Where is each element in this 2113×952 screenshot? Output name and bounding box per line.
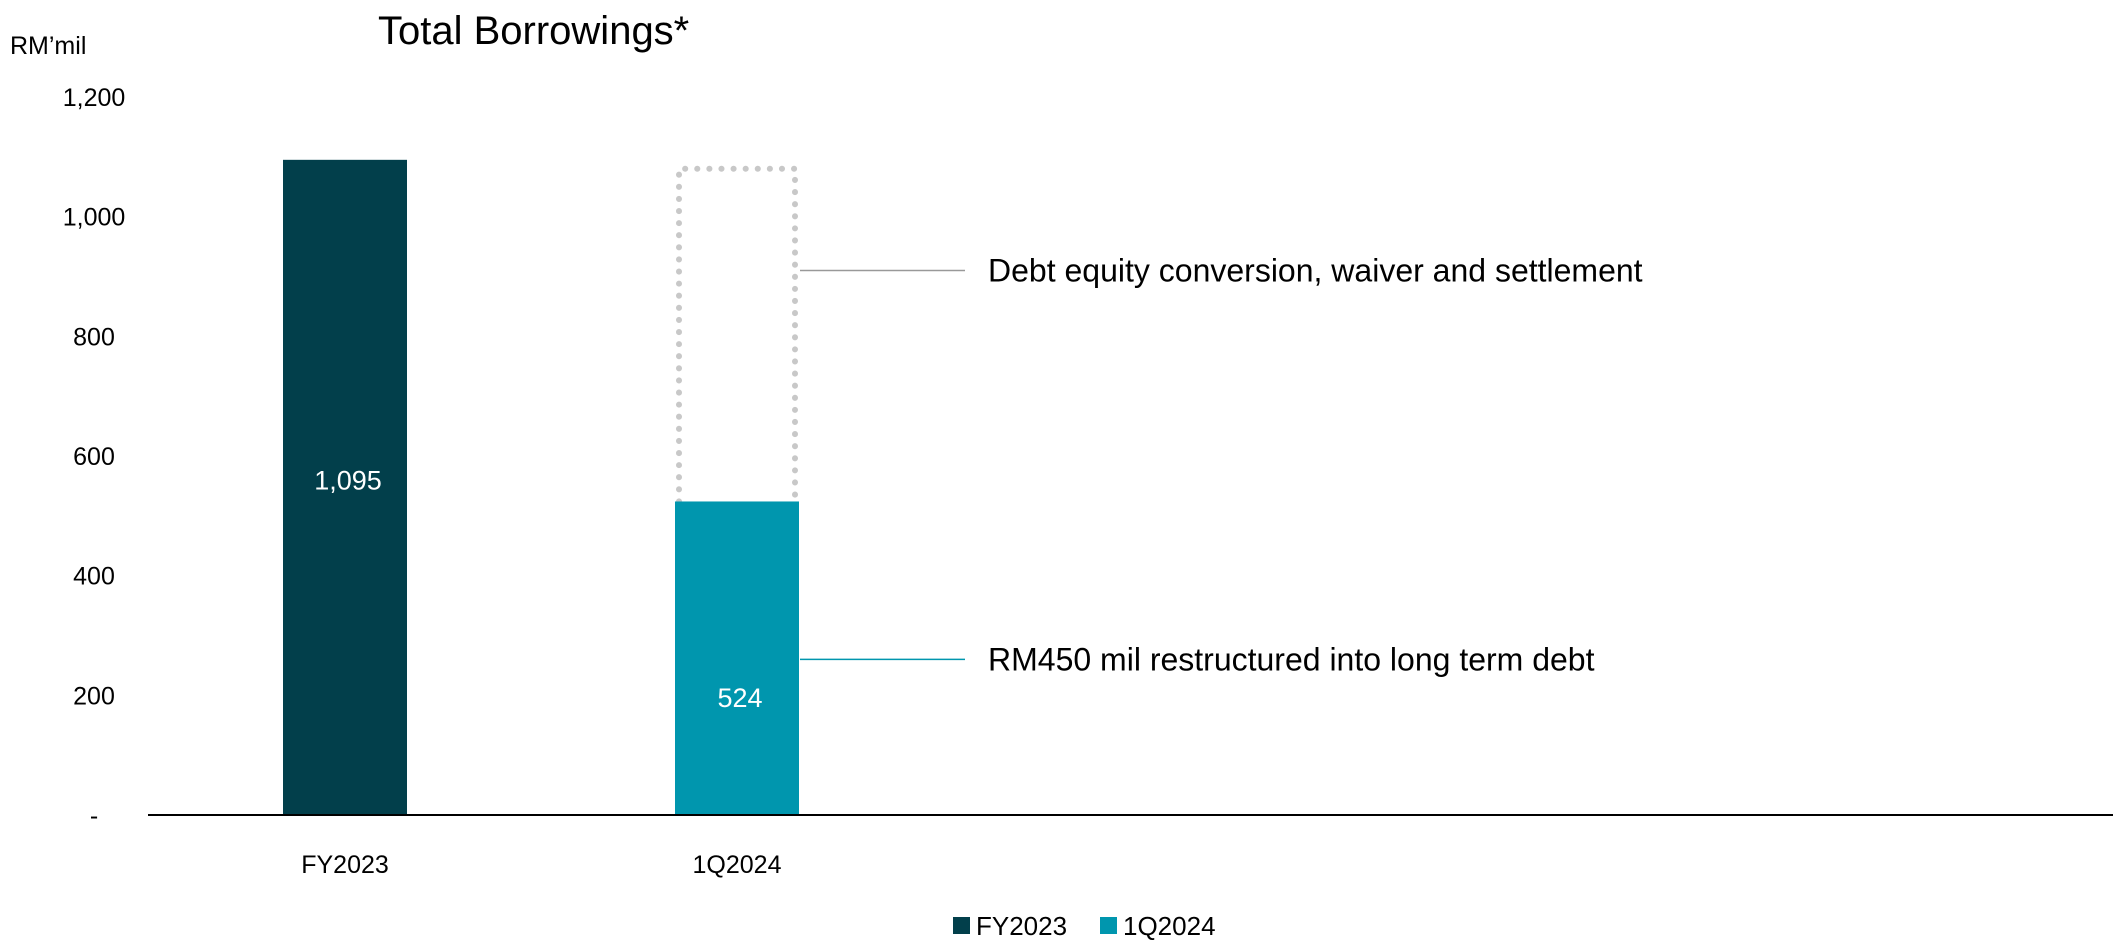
bar-fy2023 <box>283 159 407 815</box>
data-label: 524 <box>717 683 762 713</box>
legend-swatch <box>953 917 970 934</box>
y-tick-label: 200 <box>73 682 115 710</box>
x-tick-label: 1Q2024 <box>693 851 782 879</box>
plot-area: - 200 400 600 800 1,000 1,200 1,095 524 FY2023 1Q2… <box>63 84 2113 879</box>
legend: FY2023 1Q2024 <box>953 911 1216 941</box>
data-label: 1,095 <box>314 465 382 495</box>
chart-title: Total Borrowings* <box>378 9 689 53</box>
bar-1q2024 <box>675 501 799 815</box>
y-tick-label: 800 <box>73 323 115 351</box>
y-tick-label: 400 <box>73 563 115 591</box>
annotation-text: RM450 mil restructured into long term de… <box>988 641 1595 677</box>
y-tick-label: 1,000 <box>63 204 126 232</box>
y-tick-label: 1,200 <box>63 84 126 112</box>
ghost-bar-outline <box>676 165 798 505</box>
y-unit-label: RM’mil <box>10 32 86 60</box>
annotation-text: Debt equity conversion, waiver and settl… <box>988 253 1643 289</box>
legend-label: 1Q2024 <box>1123 911 1216 941</box>
y-tick-label: - <box>90 802 98 830</box>
legend-label: FY2023 <box>976 911 1067 941</box>
y-tick-label: 600 <box>73 443 115 471</box>
legend-swatch <box>1100 917 1117 934</box>
x-tick-label: FY2023 <box>301 851 389 879</box>
